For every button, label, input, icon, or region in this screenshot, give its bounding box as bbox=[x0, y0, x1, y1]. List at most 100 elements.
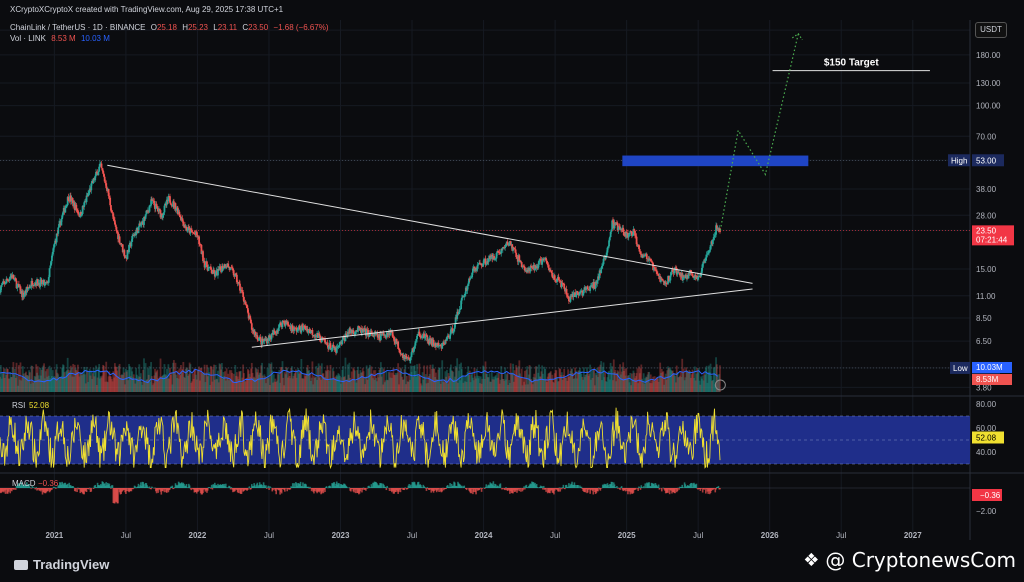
volume-bar bbox=[657, 381, 660, 392]
volume-bar bbox=[68, 372, 71, 392]
candle-body bbox=[593, 288, 596, 289]
volume-bar bbox=[488, 373, 491, 392]
volume-bar bbox=[3, 368, 5, 392]
volume-bar bbox=[251, 372, 254, 392]
volume-bar bbox=[74, 368, 77, 392]
volume-bar bbox=[160, 376, 163, 392]
candle-body bbox=[100, 163, 103, 169]
volume-bar bbox=[659, 362, 662, 392]
volume-bar bbox=[6, 369, 9, 392]
candle-body bbox=[191, 230, 193, 233]
volume-bar bbox=[496, 372, 499, 392]
volume-bar bbox=[448, 376, 451, 392]
candle-body bbox=[283, 321, 285, 323]
volume-bar bbox=[697, 372, 699, 392]
volume-bar bbox=[487, 377, 490, 392]
volume-bar bbox=[649, 382, 651, 392]
tradingview-brand: TradingView bbox=[14, 557, 109, 572]
macd-histogram-bar bbox=[185, 483, 188, 488]
candle-body bbox=[345, 333, 348, 335]
candle-body bbox=[335, 347, 338, 353]
volume-bar bbox=[193, 368, 196, 392]
volume-bar bbox=[36, 366, 39, 392]
volume-bar bbox=[414, 370, 417, 392]
volume-bar bbox=[494, 376, 496, 392]
volume-bar bbox=[134, 383, 137, 392]
candle-body bbox=[234, 273, 237, 277]
candle-body bbox=[600, 267, 603, 273]
volume-bar bbox=[342, 377, 345, 392]
volume-bar bbox=[345, 381, 348, 392]
volume-bar bbox=[408, 373, 411, 392]
macd-histogram-bar bbox=[619, 488, 621, 490]
currency-button[interactable]: USDT bbox=[975, 22, 1007, 38]
candle-body bbox=[652, 263, 655, 270]
volume-bar bbox=[127, 380, 130, 392]
candle-body bbox=[459, 309, 462, 310]
macd-histogram-bar bbox=[420, 485, 422, 488]
candle-body bbox=[52, 247, 55, 252]
macd-histogram-bar bbox=[346, 486, 348, 488]
volume-bar bbox=[418, 363, 421, 392]
volume-bar bbox=[601, 366, 604, 392]
volume-bar bbox=[69, 370, 71, 392]
volume-bar bbox=[285, 366, 288, 392]
volume-bar bbox=[516, 367, 518, 392]
volume-bar bbox=[689, 377, 692, 392]
candle-body bbox=[613, 222, 616, 229]
volume-bar bbox=[40, 375, 42, 392]
time-tick-label: 2024 bbox=[475, 531, 493, 540]
volume-bar bbox=[376, 373, 379, 392]
volume-bar bbox=[477, 378, 480, 392]
volume-bar bbox=[478, 376, 481, 392]
candle-body bbox=[202, 251, 204, 262]
volume-bar bbox=[446, 369, 448, 392]
candle-body bbox=[162, 212, 165, 216]
candle-body bbox=[309, 329, 311, 334]
macd-histogram-bar bbox=[445, 488, 447, 489]
macd-histogram-bar bbox=[571, 481, 573, 488]
candle-body bbox=[259, 337, 262, 339]
candle-body bbox=[214, 271, 217, 277]
candle-body bbox=[113, 218, 115, 221]
volume-bar bbox=[167, 364, 170, 392]
volume-bar bbox=[265, 378, 268, 392]
candle-body bbox=[568, 296, 570, 302]
volume-bar bbox=[85, 366, 88, 392]
macd-histogram-bar bbox=[85, 488, 88, 493]
volume-bar bbox=[558, 368, 561, 392]
volume-bar bbox=[648, 371, 651, 392]
volume-bar bbox=[545, 378, 547, 392]
volume-bar bbox=[64, 377, 67, 392]
macd-histogram-bar bbox=[361, 488, 364, 490]
volume-bar bbox=[636, 368, 639, 392]
volume-bar bbox=[351, 378, 354, 392]
volume-bar bbox=[355, 382, 358, 392]
candle-body bbox=[666, 283, 669, 285]
macd-pane: MACD −0.36 bbox=[0, 479, 970, 504]
macd-histogram-bar bbox=[404, 487, 407, 488]
volume-bar bbox=[16, 376, 19, 392]
volume-bar bbox=[294, 372, 296, 392]
candle-body bbox=[206, 261, 208, 268]
volume-bar bbox=[177, 378, 180, 392]
macd-histogram-bar bbox=[286, 488, 289, 492]
price-tick-label: 8.50 bbox=[976, 314, 992, 323]
volume-bar bbox=[528, 365, 531, 392]
macd-histogram-bar bbox=[14, 488, 17, 490]
volume-bar bbox=[1, 372, 4, 392]
macd-histogram-bar bbox=[254, 485, 256, 488]
volume-bar bbox=[673, 373, 676, 392]
candle-body bbox=[3, 281, 5, 283]
candle-body bbox=[393, 337, 396, 342]
candle-body bbox=[638, 244, 640, 250]
candle-body bbox=[454, 317, 457, 325]
volume-bar bbox=[228, 370, 231, 392]
candle-body bbox=[107, 189, 110, 196]
volume-bar bbox=[371, 373, 374, 392]
volume-bar bbox=[471, 372, 474, 392]
candle-body bbox=[553, 275, 556, 280]
candle-body bbox=[309, 331, 312, 334]
candle-body bbox=[578, 294, 581, 296]
volume-bar bbox=[6, 368, 8, 392]
